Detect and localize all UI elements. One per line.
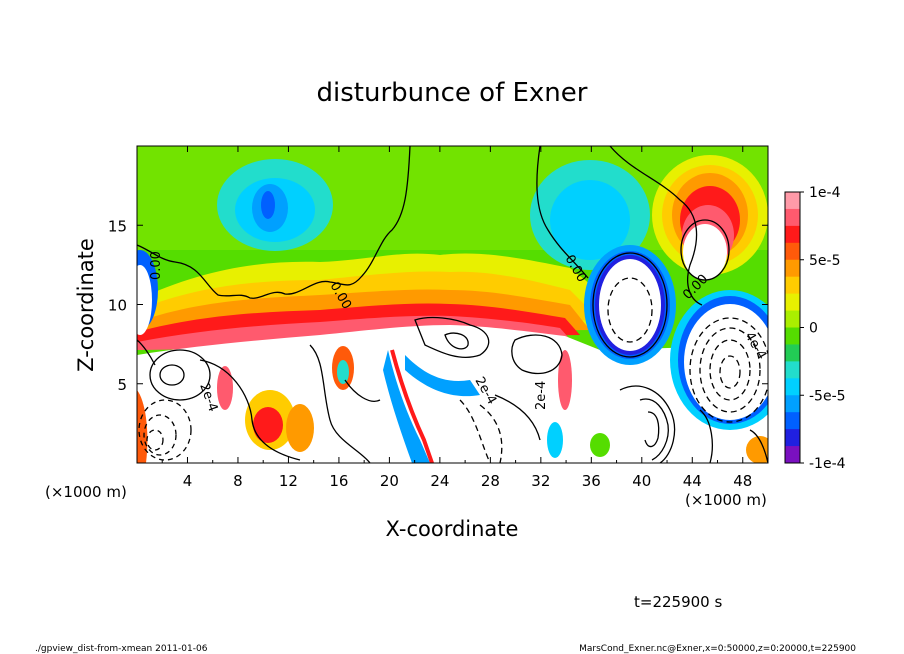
x-axis: 4 8 12 16 20 24 28 32 36 40 44 48 — [161, 146, 752, 490]
x-tick-label: 20 — [380, 472, 399, 490]
colorbar-tick-label: 5e-5 — [809, 253, 840, 269]
x-tick-label: 32 — [531, 472, 550, 490]
colorbar-tick-label: 0 — [809, 321, 818, 337]
x-tick-label: 24 — [430, 472, 449, 490]
colorbar-segment — [785, 208, 800, 227]
colorbar-tick-label: 1e-4 — [809, 185, 841, 201]
contour-lines — [137, 146, 768, 463]
x-axis-title: X-coordinate — [386, 517, 519, 541]
x-tick-label: 44 — [683, 472, 702, 490]
y-tick-label: 15 — [108, 217, 127, 235]
y-tick-label: 5 — [117, 376, 127, 394]
chart-title: disturbunce of Exner — [317, 78, 588, 108]
colorbar-segment — [785, 378, 800, 396]
contour-label: 0.00 — [149, 251, 164, 280]
x-tick-label: 28 — [481, 472, 500, 490]
y-axis-title: Z-coordinate — [74, 238, 98, 372]
colorbar-segment — [785, 429, 800, 447]
time-annotation: t=225900 s — [634, 593, 722, 611]
colorbar-segment — [785, 395, 800, 413]
colorbar-segment — [785, 276, 800, 295]
colorbar-segment — [785, 259, 800, 278]
colorbar-segment — [785, 344, 800, 362]
colorbar-segment — [785, 310, 800, 328]
x-tick-label: 36 — [582, 472, 601, 490]
x-unit-label-right: (×1000 m) — [685, 491, 767, 509]
colorbar-segment — [785, 446, 800, 464]
x-tick-label: 8 — [233, 472, 243, 490]
x-tick-label: 48 — [733, 472, 752, 490]
colorbar-ticks: 1e-4 5e-5 0 -5e-5 -1e-4 — [800, 185, 846, 472]
footer-left: ./gpview_dist-from-xmean 2011-01-06 — [35, 644, 208, 654]
colorbar-segment — [785, 225, 800, 244]
x-tick-label: 12 — [279, 472, 298, 490]
color-field — [137, 146, 768, 463]
colorbar-segment — [785, 242, 800, 261]
colorbar-segment — [785, 293, 800, 312]
y-axis: 5 10 15 — [108, 217, 768, 394]
plot-area: 0.00 0.00 0.00 0.00 2e-4 2e-4 2e-4 4e-4 — [137, 146, 768, 463]
contour-label: 2e-4 — [534, 381, 549, 410]
colorbar-segment — [785, 412, 800, 430]
x-tick-label: 40 — [632, 472, 651, 490]
x-unit-label: (×1000 m) — [45, 483, 127, 501]
colorbar — [784, 191, 801, 464]
footer-right: MarsCond_Exner.nc@Exner,x=0:50000,z=0:20… — [579, 644, 856, 654]
colorbar-segment — [785, 327, 800, 345]
x-tick-label: 4 — [183, 472, 193, 490]
colorbar-tick-label: -1e-4 — [809, 456, 846, 472]
colorbar-tick-label: -5e-5 — [809, 388, 846, 404]
colorbar-segment — [785, 361, 800, 379]
colorbar-segment — [785, 192, 800, 210]
y-tick-label: 10 — [108, 297, 127, 315]
x-tick-label: 16 — [329, 472, 348, 490]
